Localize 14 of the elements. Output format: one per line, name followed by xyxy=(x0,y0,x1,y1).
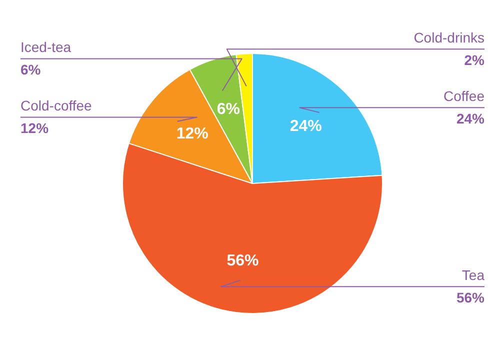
text: 56% xyxy=(456,289,485,306)
data-label: 56% xyxy=(226,252,259,270)
data-label: 2% xyxy=(464,52,486,68)
text: 24% xyxy=(456,110,485,126)
slice-label: Tea xyxy=(462,266,485,283)
slice-label: Coffee xyxy=(444,88,485,104)
slice-label: Cold-drinks xyxy=(414,29,485,46)
data-label: 24% xyxy=(290,118,322,136)
data-label: 6% xyxy=(216,100,240,118)
text: 6% xyxy=(20,61,41,78)
data-label: 12% xyxy=(176,125,208,142)
slice-label: Iced-tea xyxy=(20,38,72,55)
text: 12% xyxy=(20,120,49,136)
slice-label: Cold-coffee xyxy=(20,97,92,114)
